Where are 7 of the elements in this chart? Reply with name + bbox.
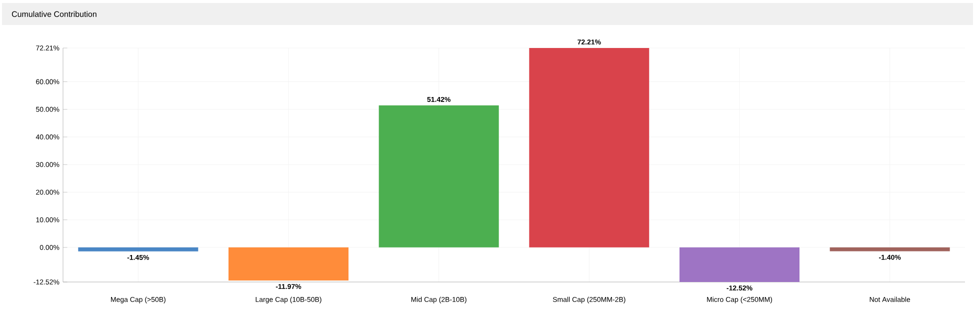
bar [830,247,950,252]
bar [378,105,499,248]
chart-title: Cumulative Contribution [12,11,96,17]
bar [529,48,650,248]
bar [228,247,348,280]
bar [680,247,800,282]
bar [78,247,198,252]
